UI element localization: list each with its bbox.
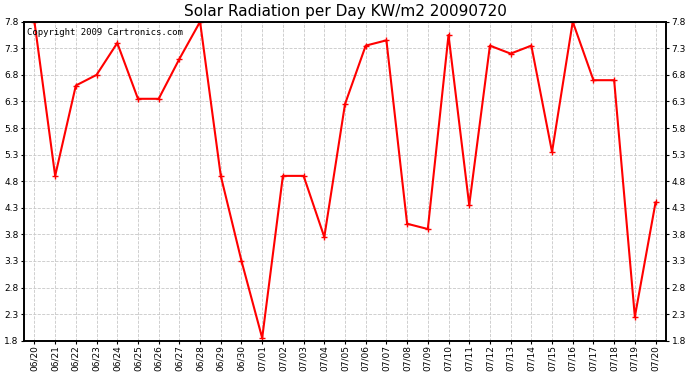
Text: Copyright 2009 Cartronics.com: Copyright 2009 Cartronics.com [28,28,183,37]
Title: Solar Radiation per Day KW/m2 20090720: Solar Radiation per Day KW/m2 20090720 [184,4,506,19]
